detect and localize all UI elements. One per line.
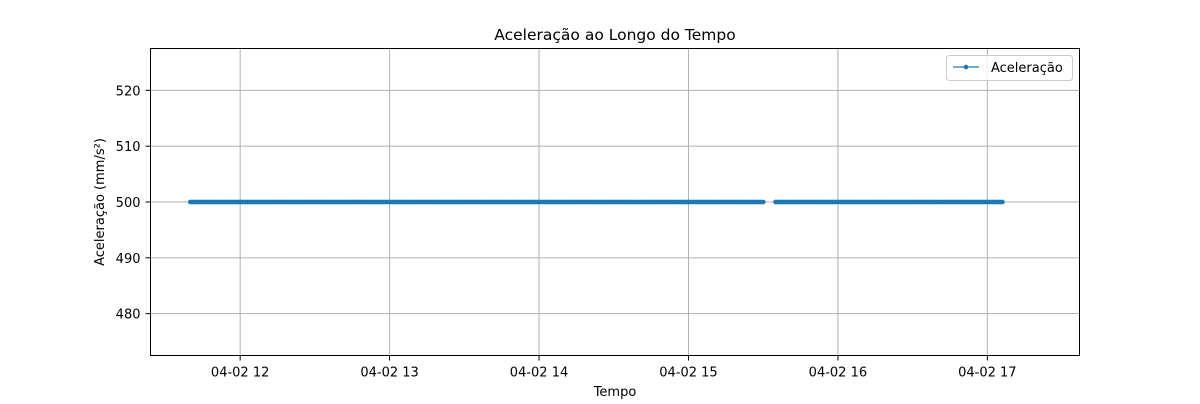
- tick-layer: 04-02 12 04-02 13 04-02 14 04-02 15 04-02 16…: [116, 84, 1017, 380]
- data-point: [999, 199, 1005, 205]
- x-tick-label: 04-02 13: [360, 366, 418, 381]
- legend-marker-swatch: [963, 64, 969, 70]
- x-tick-label: 04-02 12: [211, 366, 269, 381]
- y-tick-label: 480: [116, 308, 141, 323]
- legend-series-label: Aceleração: [991, 61, 1063, 76]
- x-tick-label: 04-02 16: [809, 366, 867, 381]
- x-tick-label: 04-02 14: [510, 366, 568, 381]
- series-layer: [187, 199, 1005, 205]
- x-tick-label: 04-02 15: [659, 366, 717, 381]
- x-tick-label: 04-02 17: [958, 366, 1016, 381]
- x-axis-label: Tempo: [593, 385, 637, 400]
- y-tick-label: 520: [116, 84, 141, 99]
- y-tick-label: 500: [116, 196, 141, 211]
- chart-title: Aceleração ao Longo do Tempo: [494, 26, 735, 44]
- data-point: [760, 199, 766, 205]
- legend-box: [946, 55, 1073, 81]
- y-tick-label: 510: [116, 140, 141, 155]
- y-axis-label: Aceleração (mm/s²): [93, 138, 108, 266]
- legend: Aceleração: [946, 55, 1073, 81]
- y-tick-label: 490: [116, 252, 141, 267]
